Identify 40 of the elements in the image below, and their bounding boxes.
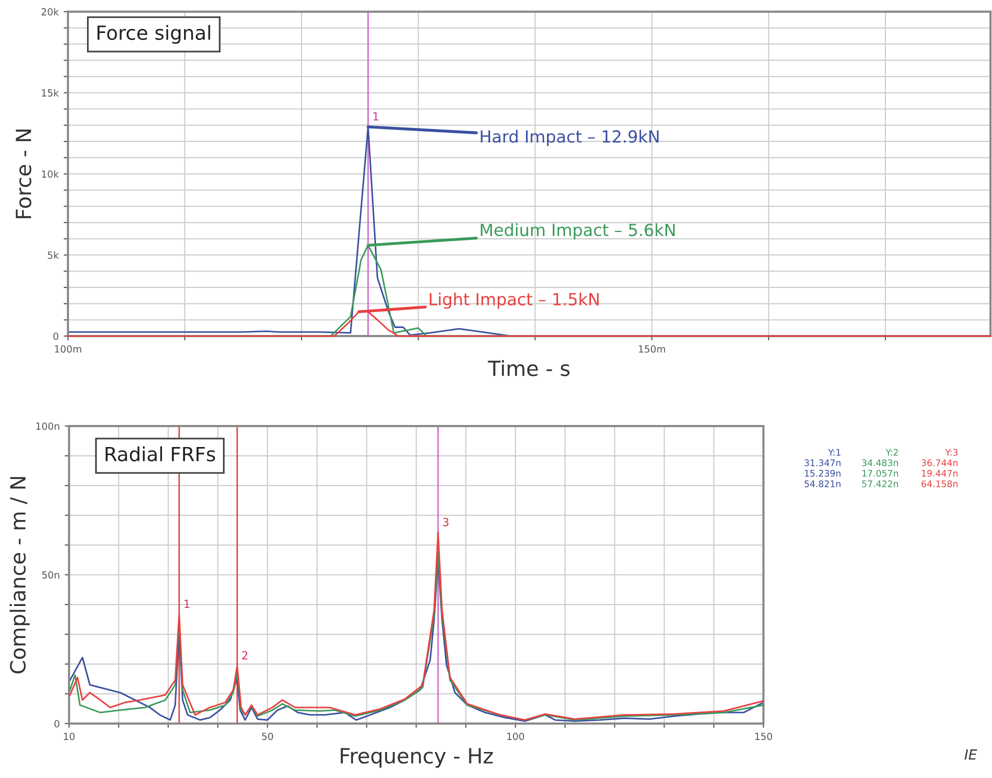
x-tick-label: 10 [64,732,75,740]
text: 36.744n [922,459,958,466]
annotation: 1 [373,112,378,120]
x-axis-title: Time - s [488,360,570,376]
x-tick-label: 100 [507,732,524,740]
text: 57.422n [862,480,898,488]
annotation: 1 [184,600,190,608]
x-axis-title: Frequency - Hz [340,748,493,768]
y-tick-label: 20k [42,8,59,16]
y-tick-label: 100n [36,422,60,430]
x-tick-label: 100m [55,345,82,353]
annotation: 2 [242,651,248,660]
text: Y:1 [828,449,840,456]
text: 54.821n [804,480,840,488]
text: 31.347n [804,459,840,466]
text: Y:2 [886,448,898,456]
text: Hard Impact – 12.9kN [480,130,659,146]
y-tick-label: 5k [48,251,59,259]
text: Y:3 [945,448,958,456]
text: 34.483n [862,459,898,466]
text: Medium Impact – 5.6kN [480,223,675,240]
y-axis-title: Force - N [16,130,32,218]
y-tick-label: 0 [54,720,60,728]
text: 19.447n [922,470,958,477]
text: 64.158n [922,480,958,488]
y-axis-title: Compliance - m / N [10,477,30,674]
x-tick-label: 150m [638,345,666,353]
text: 15.239n [804,470,840,477]
text: 17.057n [862,470,898,477]
y-tick-label: 10k [42,170,59,178]
legend-label: Light Impact – 1.5kN [430,292,599,309]
x-tick-label: 50 [262,732,273,740]
y-tick-label: 0 [53,332,58,340]
text: Radial FRFs [106,446,216,462]
y-tick-label: 15k [42,89,59,97]
text: IE [964,749,978,760]
text: Force signal [98,24,210,44]
y-tick-label: 50n [42,571,60,579]
x-tick-label: 150 [755,732,772,740]
annotation: 3 [443,518,448,526]
